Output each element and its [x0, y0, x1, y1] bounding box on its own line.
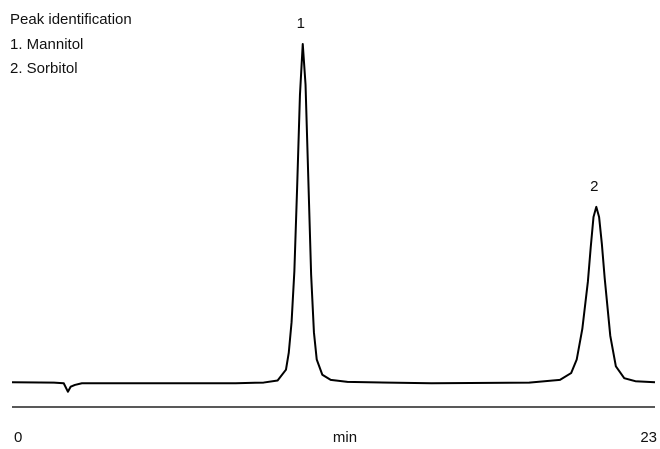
- x-axis-label: min: [333, 429, 357, 446]
- legend-entry: 1. Mannitol: [10, 36, 83, 53]
- legend-entry: 2. Sorbitol: [10, 60, 78, 77]
- peak-label: 1: [297, 15, 305, 32]
- trace: [11, 43, 656, 393]
- legend-title: Peak identification: [10, 11, 132, 28]
- x-tick-label: 0: [14, 429, 22, 446]
- x-tick-label: 23: [640, 429, 657, 446]
- peak-label: 2: [590, 178, 598, 195]
